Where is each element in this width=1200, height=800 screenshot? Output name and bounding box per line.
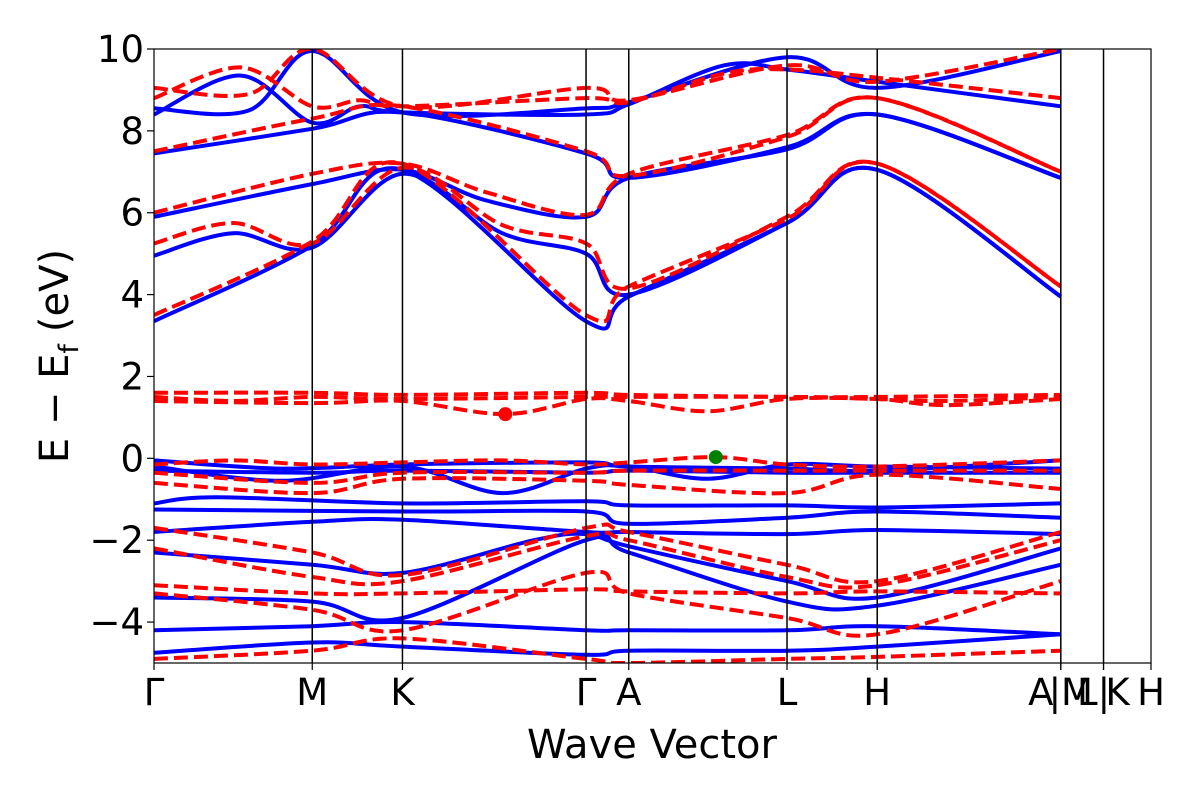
y-tick-label: 10 (97, 28, 144, 71)
solid-band-line-9 (154, 495, 1061, 510)
dashed-band-line-5 (154, 49, 1062, 110)
bands-layer (154, 49, 1062, 663)
high-symmetry-lines (311, 49, 1105, 663)
x-tick-label: H (863, 671, 891, 714)
x-tick-label: Γ (576, 671, 597, 714)
x-axis-ticks: Γ M K Γ A L H A|ML|K H (144, 663, 1165, 714)
x-tick-label: H (1137, 671, 1165, 714)
y-tick-label: 4 (120, 274, 144, 317)
dashed-band-line-0 (154, 159, 1062, 324)
dashed-band-line-13 (154, 530, 1062, 590)
dashed-band-line-11 (154, 472, 1061, 496)
extrema-markers (498, 407, 723, 465)
y-tick-label: 2 (120, 355, 144, 398)
y-tick-label: 0 (120, 437, 144, 480)
plot-frame (153, 48, 1152, 664)
y-axis-label-main: E − E (32, 354, 78, 464)
dashed-band-line-7 (154, 394, 1061, 404)
y-tick-label: −4 (89, 601, 144, 644)
solid-band-line-1 (154, 165, 1062, 299)
y-tick-label: 6 (120, 192, 144, 235)
dashed-band-line-8 (154, 395, 1061, 417)
x-tick-label: K (390, 671, 416, 714)
solid-band-line-14 (154, 620, 1061, 637)
y-tick-label: −2 (89, 519, 144, 562)
x-tick-label: A (1028, 671, 1053, 714)
band-extremum-marker-0 (498, 407, 513, 422)
x-tick-label: |M (1049, 671, 1093, 714)
solid-band-line-15 (154, 632, 1061, 657)
dashed-band-line-9 (154, 455, 1061, 469)
x-tick-label: K (1105, 671, 1131, 714)
y-axis-label: E − Ef (eV) (32, 249, 85, 463)
x-tick-label: L (777, 671, 798, 714)
y-axis-label-subscript: f (54, 343, 85, 354)
dashed-band-line-1 (154, 159, 1062, 291)
x-tick-label: M (296, 671, 328, 714)
dashed-band-line-2 (154, 95, 1062, 218)
y-axis-label-unit: (eV) (32, 249, 78, 332)
band-extremum-marker-1 (708, 450, 723, 465)
x-tick-label: Γ (144, 671, 165, 714)
x-tick-label: L| (1077, 671, 1110, 714)
y-axis-ticks: −4 −2 0 2 4 6 8 10 (89, 28, 154, 644)
x-tick-label: A (616, 671, 641, 714)
y-tick-label: 8 (120, 110, 144, 153)
solid-band-line-5 (154, 49, 1062, 119)
x-axis-label: Wave Vector (527, 722, 778, 768)
